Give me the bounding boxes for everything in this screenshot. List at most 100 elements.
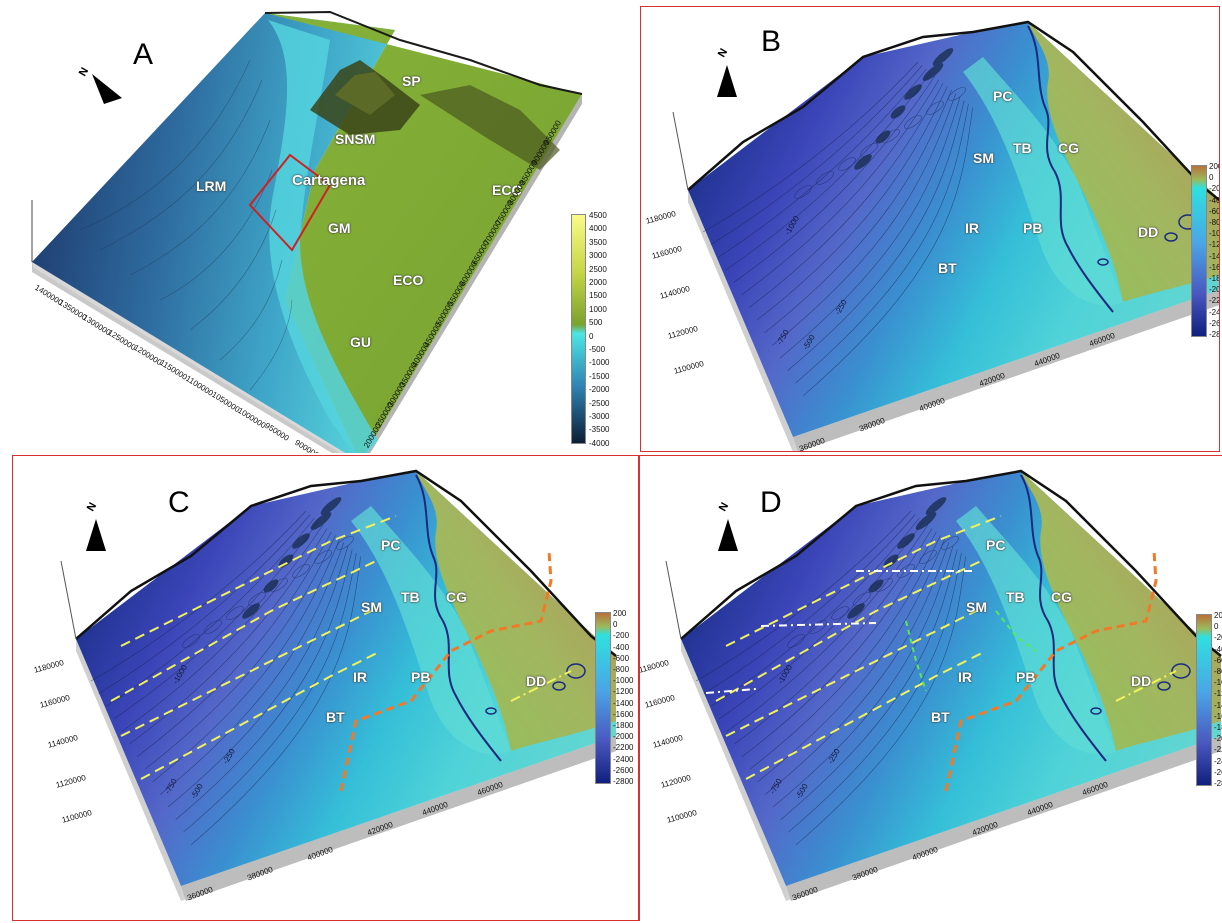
site-lrm: LRM: [196, 178, 227, 194]
site-sp: SP: [402, 73, 421, 89]
site-tb: TB: [1006, 589, 1025, 605]
fault-yellow-1: [120, 515, 397, 647]
frame-panel-b: [640, 6, 1220, 452]
colorbar-d: [1196, 614, 1212, 786]
ridges: [854, 48, 954, 170]
cbar-tick: -1000: [1209, 229, 1219, 239]
panel-b: BN PC SM TB CG IR PB BT DD 200 0-200-400-600 -800 -1…: [641, 7, 1219, 451]
shelf: [351, 506, 511, 755]
cbar-tick: -2600: [1209, 318, 1219, 328]
sierra-nevada-relief: [310, 60, 560, 170]
site-sm: SM: [966, 599, 987, 615]
cbar-tick: 200: [1209, 162, 1219, 171]
cbar-tick: -2800: [1214, 779, 1222, 788]
colorbar-a: [571, 214, 586, 444]
block-outline: [680, 469, 1222, 657]
fault-white-3: [705, 688, 757, 694]
colorbar-c: [595, 612, 611, 784]
block-side-west: [688, 190, 793, 451]
cbar-tick: -2400: [613, 754, 634, 764]
panel-d-map: [665, 469, 1222, 901]
north-arrow-b: N: [707, 47, 747, 107]
cbar-tick: -1400: [1214, 700, 1222, 710]
cbar-tick: 200: [613, 609, 627, 618]
cbar-tick: 500: [589, 318, 603, 328]
cbar-tick: -2200: [1209, 296, 1219, 306]
dd-domes: [1090, 663, 1191, 715]
cbar-tick: -1000: [589, 358, 610, 368]
cbar-tick: 2000: [589, 278, 607, 287]
fault-yellow-3: [120, 610, 372, 737]
site-pb: PB: [1016, 669, 1036, 685]
cbar-tick: -800: [1214, 667, 1222, 676]
cbar-tick: -200: [613, 631, 630, 641]
cbar-tick: -200: [1209, 184, 1219, 194]
cbar-tick: -2000: [613, 732, 634, 742]
site-eco: ECO: [393, 272, 424, 288]
site-cg: CG: [1058, 140, 1079, 156]
north-arrow-icon: [92, 74, 122, 104]
fault-orange-1: [339, 550, 553, 792]
cbar-tick: 3000: [589, 251, 607, 261]
colorbar-b: [1191, 165, 1207, 337]
shelf: [956, 506, 1116, 755]
north-arrow-d: N: [708, 501, 748, 561]
cbar-tick: -600: [613, 653, 630, 663]
cbar-tick: -3500: [589, 425, 610, 435]
block-side-west: [681, 639, 786, 901]
site-snsm: SNSM: [335, 131, 376, 147]
fault-yellow-2: [715, 560, 982, 702]
panel-c-label: C: [168, 486, 190, 519]
site-sm: SM: [361, 599, 382, 615]
fault-yellow-4: [745, 650, 987, 780]
block-outline: [687, 20, 1219, 202]
panel-b-map: [672, 20, 1219, 451]
contours: [695, 510, 966, 846]
panel-d-label: D: [760, 486, 782, 519]
panel-a-map: [31, 10, 583, 453]
cbar-tick: -1000: [613, 676, 634, 686]
cbar-tick: -2400: [1209, 307, 1219, 317]
coastline: [1020, 474, 1107, 762]
site-sm: SM: [973, 150, 994, 166]
cbar-tick: -1500: [589, 371, 610, 381]
site-ir: IR: [958, 669, 972, 685]
site-bt: BT: [326, 709, 345, 725]
fault-yellow-5: [510, 670, 572, 702]
north-arrow-a: N: [77, 60, 128, 110]
contours: [90, 510, 361, 846]
dd-domes: [485, 663, 586, 715]
cbar-tick: 2500: [589, 264, 607, 274]
cbar-tick: -2800: [1209, 330, 1219, 339]
cbar-tick: 0: [613, 620, 618, 630]
cbar-tick: 0: [589, 331, 594, 341]
site-cartagena: Cartagena: [292, 172, 366, 189]
cbar-tick: -2200: [613, 743, 634, 753]
cbar-tick: -2200: [1214, 745, 1222, 755]
colorbar-a-labels: 4500 4000 3500 3000 2500 2000 1500 1000 …: [589, 212, 629, 448]
cbar-tick: -1400: [613, 698, 634, 708]
fault-green-1: [995, 610, 1037, 652]
coastline: [415, 474, 502, 762]
north-arrow-icon: [718, 519, 738, 551]
north-arrow-icon: [717, 65, 737, 97]
site-pc: PC: [986, 537, 1006, 553]
panel-c: C N PC SM TB CG IR PB BT DD 200 0 -200 -400 -600 -800 -1…: [13, 456, 638, 920]
panel-d: DN PC SM TB CG IR PB BT DD 200 0-200-400-600 -800 -1…: [640, 456, 1222, 920]
cbar-tick: -800: [613, 665, 630, 674]
land-surface: [1021, 471, 1221, 751]
site-tb: TB: [1013, 140, 1032, 156]
colorbar-c-labels: 200 0 -200 -400 -600 -800 -1000 -1200 -1400 -1600…: [613, 610, 638, 786]
cbar-tick: -800: [1209, 218, 1219, 227]
site-dd: DD: [1138, 224, 1159, 240]
cbar-tick: -2000: [589, 385, 610, 395]
cbar-tick: -2000: [1214, 734, 1222, 744]
colorbar-b-labels: 200 0-200-400-600 -800 -1000-1200-1400-1600…: [1209, 163, 1219, 339]
ridges: [242, 497, 342, 619]
site-dd: DD: [526, 673, 547, 689]
cbar-tick: -2400: [1214, 756, 1222, 766]
panel-a: A N SP SNSM Cartagena LRM GM ECC ECO GU …: [0, 0, 632, 453]
cbar-tick: 200: [1214, 611, 1222, 620]
cbar-tick: 1500: [589, 291, 607, 301]
cbar-tick: -3000: [589, 412, 610, 421]
